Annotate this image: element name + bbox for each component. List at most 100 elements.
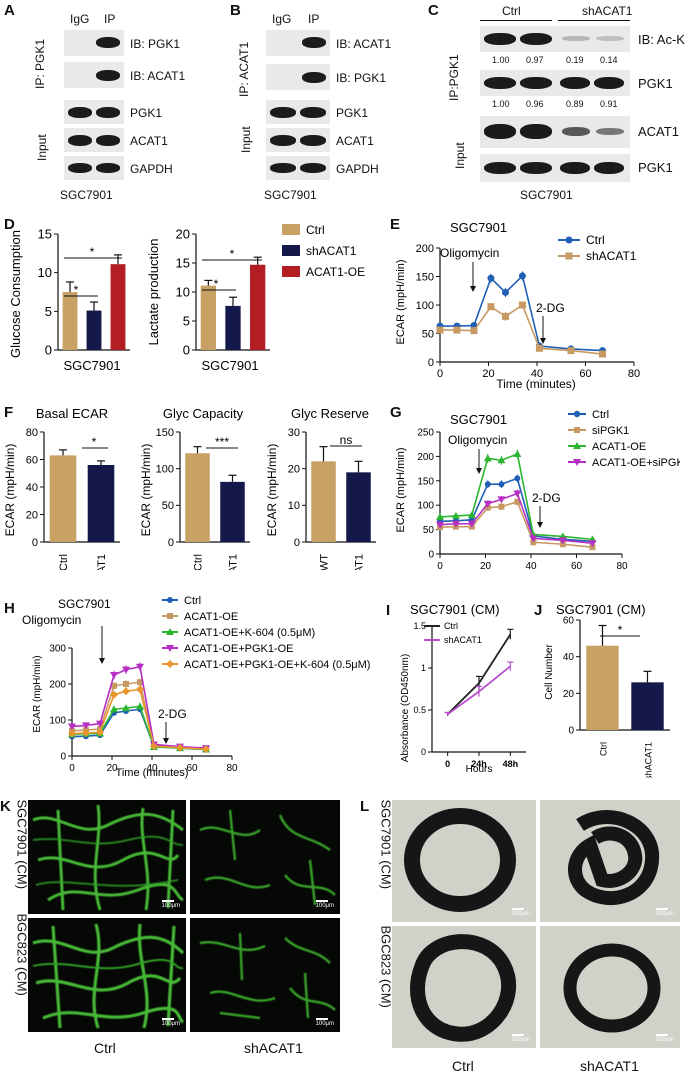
y-tick-label: 200: [416, 243, 434, 255]
y-tick-label: 0: [32, 537, 38, 549]
scale-bar: 100μm: [316, 900, 334, 909]
blot-ip-pgk1: [64, 30, 124, 56]
legend-marker-ctrl: [167, 597, 173, 603]
j-sig: *: [618, 623, 623, 637]
f3-sig: ns: [340, 433, 353, 447]
quant-ack-4: 0.14: [600, 55, 618, 65]
x-tick-label: 20: [480, 561, 492, 572]
data-point: [485, 481, 491, 487]
f2-title: Glyc Capacity: [163, 406, 244, 421]
col-label-igg: IgG: [70, 12, 89, 26]
y-tick-label: 0.5: [413, 705, 426, 715]
panel-d-charts: 051015 05101520 Glucose Consumption Lact…: [0, 214, 380, 378]
bar: [50, 455, 77, 542]
d2-ylabel: Lactate production: [146, 239, 161, 346]
blot-input-pgk1: [64, 100, 124, 124]
scale-bar: 100μm: [316, 1018, 334, 1027]
h-dg-arrow-head: [163, 738, 169, 744]
row-label-ib-pgk1: IB: PGK1: [336, 71, 386, 85]
data-point: [437, 327, 444, 334]
f1-title: Basal ECAR: [36, 406, 108, 421]
y-tick-label: 80: [26, 427, 38, 439]
ip-label: IP: PGK1: [33, 29, 47, 89]
y-tick-label: 0: [294, 537, 300, 549]
blot-pgk1-ip: [480, 70, 630, 96]
y-tick-label: 10: [176, 285, 190, 300]
y-tick-label: 200: [417, 452, 434, 463]
cell-line-label: SGC7901: [520, 188, 573, 202]
data-point: [122, 687, 130, 695]
row-label-ack: IB: Ac-K: [638, 32, 685, 47]
x-tick-label: 48h: [503, 759, 519, 769]
i-title: SGC7901 (CM): [410, 602, 500, 617]
f2-ylabel: ECAR (mpH/min): [139, 444, 153, 537]
legend-label-shacat1: shACAT1: [444, 635, 482, 645]
bar: [111, 264, 126, 350]
d1-xlabel: SGC7901: [63, 358, 120, 373]
e-ylabel: ECAR (mpH/min): [395, 260, 407, 345]
x-tick-label: 40: [525, 561, 537, 572]
panel-c: C Ctrl shACAT1 IP:PGK1 Input 1.00 0.97 0…: [454, 0, 685, 205]
legend-label-acat1-oe: ACAT1-OE: [306, 265, 365, 279]
y-tick-label: 0: [45, 343, 52, 358]
g-dg: 2-DG: [532, 491, 561, 505]
h-title: SGC7901: [58, 597, 111, 611]
legend-label-ctrl: Ctrl: [306, 223, 325, 237]
scale-bar: 200μm: [656, 1034, 674, 1043]
y-tick-label: 0: [183, 343, 190, 358]
blot-input-acat1: [64, 128, 124, 152]
panel-e-chart: 0 50 100 150 200 0 20 40 60 80 SGC7901 Oligomycin…: [390, 214, 680, 392]
y-tick-label: 0: [60, 752, 66, 763]
blot-ack: [480, 26, 630, 52]
quant-ack-3: 0.19: [566, 55, 584, 65]
blot-input-gapdh: [64, 156, 124, 180]
scale-bar: 100μm: [162, 1018, 180, 1027]
bar: [185, 453, 210, 542]
group-label-shacat1: shACAT1: [582, 4, 632, 18]
l-image-bgc-shacat1: 200μm: [540, 926, 680, 1048]
x-tick-label: Ctrl: [599, 742, 609, 756]
legend-label-acat1-oe: ACAT1-OE: [592, 441, 646, 453]
f1-ylabel: ECAR (mpH/min): [3, 444, 17, 537]
x-tick-label: 0: [437, 368, 443, 380]
x-tick-label: shACAT1: [354, 554, 366, 570]
h-dg: 2-DG: [158, 707, 187, 721]
data-point: [599, 351, 606, 358]
y-tick-label: 5: [45, 304, 52, 319]
data-point: [519, 302, 526, 309]
y-tick-label: 0: [428, 357, 434, 369]
bar: [631, 682, 663, 730]
j-ylabel: Cell Number: [544, 644, 555, 700]
blot-ip-acat1: [266, 30, 330, 56]
quant-pgk1-3: 0.89: [566, 99, 584, 109]
y-tick-label: 0: [428, 550, 434, 561]
y-tick-label: 10: [288, 500, 300, 512]
x-tick-label: shACAT1: [228, 554, 240, 570]
blot-ip-acat1: [64, 62, 124, 88]
scale-bar: 200μm: [512, 908, 530, 917]
data-point: [502, 313, 509, 320]
e-title: SGC7901: [450, 220, 507, 235]
x-tick-label: 60: [571, 561, 583, 572]
panel-j-chart: 0204060Ctrl shACAT1 SGC7901 (CM) Cell Num…: [530, 600, 685, 778]
e-legend: Ctrl shACAT1: [558, 233, 637, 263]
legend-label-sipgk1: siPGK1: [592, 425, 629, 437]
row-label-pgk1: PGK1: [130, 106, 162, 120]
legend-label-k604: ACAT1-OE+K-604 (0.5μM): [184, 627, 315, 639]
y-tick-label: 50: [422, 328, 434, 340]
k-image-bgc-ctrl: 100μm: [28, 918, 186, 1032]
legend-label-pgk1-oe-k604: ACAT1-OE+PGK1-OE+K-604 (0.5μM): [184, 659, 370, 671]
y-tick-label: 0: [168, 537, 174, 549]
data-point: [514, 475, 520, 481]
d1-sig-1: *: [74, 283, 79, 297]
data-point: [498, 481, 504, 487]
x-tick-label: 20: [482, 368, 494, 380]
legend-label-ctrl: Ctrl: [592, 409, 609, 421]
y-tick-label: 60: [563, 616, 575, 627]
legend-label-acat1-oe: ACAT1-OE: [184, 611, 238, 623]
l-col-label-ctrl: Ctrl: [452, 1058, 474, 1074]
ip-label: IP:PGK1: [447, 41, 461, 101]
quant-pgk1-1: 1.00: [492, 99, 510, 109]
cell-line-label: SGC7901: [264, 188, 317, 202]
col-label-igg: IgG: [272, 12, 291, 26]
